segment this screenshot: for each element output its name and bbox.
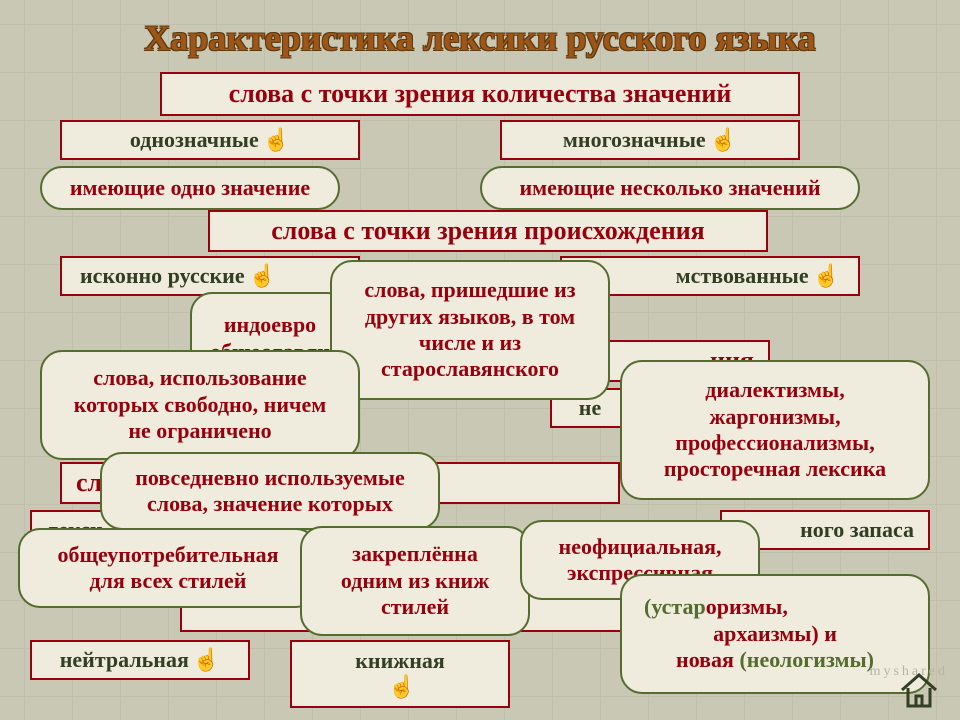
tip-povsednevno-l1: повседневно используемые (135, 465, 405, 491)
tip-zakreplennaya: закреплённа одним из книж стилей (300, 526, 530, 636)
tip-ustar-l2: архаизмы) и (713, 621, 837, 647)
tip-zakrep-l1: закреплённа (352, 541, 478, 567)
tip-povsednevno-l2: слова, значение которых (147, 491, 393, 517)
tip-neskolko-znacheniy: имеющие несколько значений (480, 166, 860, 210)
cat-mnogoznachnye[interactable]: многозначные (500, 120, 800, 160)
tip-obscheupotrebitelnaya: общеупотребительная для всех стилей (18, 528, 318, 608)
cat-odnoznachnye[interactable]: однозначные (60, 120, 360, 160)
tip-ustar-l3b: (неологизмы) (734, 647, 874, 672)
tip-odno-znachenie: имеющие одно значение (40, 166, 340, 210)
page-title: Характеристика лексики русского языка (60, 16, 900, 62)
cat-knizhnaya-label: книжная (355, 648, 445, 674)
tip-prishedshie-l1: слова, пришедшие из (364, 277, 575, 303)
tip-indoevro-l1: индоевро (224, 312, 316, 338)
tip-ustar-l3a: новая (676, 647, 734, 672)
cat-neutralnaya[interactable]: нейтральная (30, 640, 250, 680)
tip-prishedshie-l3: числе и из (419, 330, 521, 356)
tip-svobodno-l3: не ограничено (128, 418, 271, 444)
tip-dialekt-l1: диалектизмы, (705, 377, 844, 403)
tip-povsednevno: повседневно используемые слова, значение… (100, 452, 440, 530)
tip-prishedshie-l2: других языков, в том (365, 304, 575, 330)
tip-ustar-l1: оризмы, (706, 594, 788, 619)
home-button[interactable] (896, 670, 942, 710)
cat-knizhnaya[interactable]: книжная (290, 640, 510, 708)
tip-neof-l1: неофициальная, (559, 534, 722, 560)
tip-obsche-l2: для всех стилей (90, 568, 247, 594)
tip-svobodno: слова, использование которых свободно, н… (40, 350, 360, 460)
section-origin: слова с точки зрения происхождения (208, 210, 768, 252)
tip-obsche-l1: общеупотребительная (57, 542, 278, 568)
tip-zakrep-l2: одним из книж (341, 568, 489, 594)
tip-ustar-pre: (устар (644, 594, 706, 619)
tip-dialekt-l3: профессионализмы, (675, 430, 874, 456)
tip-dialektizmy: диалектизмы, жаргонизмы, профессионализм… (620, 360, 930, 500)
tip-prishedshie: слова, пришедшие из других языков, в том… (330, 260, 610, 400)
section-quantity: слова с точки зрения количества значений (160, 72, 800, 116)
tip-svobodno-l1: слова, использование (93, 365, 306, 391)
cat-iskonno-russkie[interactable]: исконно русские (60, 256, 360, 296)
tip-zakrep-l3: стилей (381, 594, 449, 620)
tip-svobodno-l2: которых свободно, ничем (74, 392, 326, 418)
tip-dialekt-l2: жаргонизмы, (709, 404, 840, 430)
home-icon (896, 670, 942, 710)
tip-prishedshie-l4: старославянского (381, 356, 559, 382)
tip-dialekt-l4: просторечная лексика (664, 456, 886, 482)
